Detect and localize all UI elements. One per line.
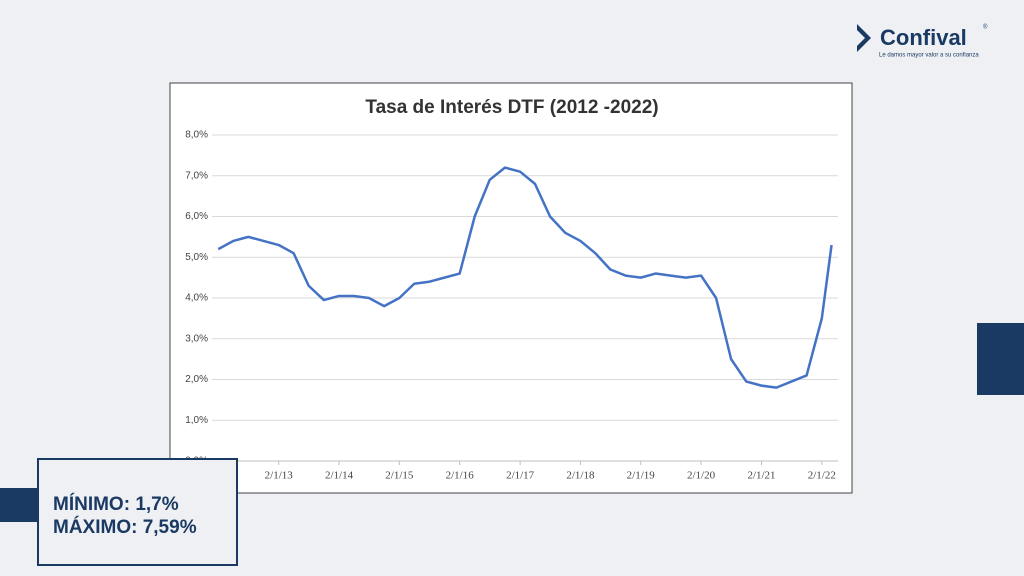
x-tick-label: 2/1/18 xyxy=(566,470,595,482)
x-tick-label: 2/1/14 xyxy=(325,470,354,482)
summary-box xyxy=(37,458,238,566)
logo-tagline: Le damos mayor valor a su confianza xyxy=(879,53,979,59)
plot: 0,0%1,0%2,0%3,0%4,0%5,0%6,0%7,0%8,0%2/1/… xyxy=(185,130,838,482)
y-tick-label: 2,0% xyxy=(185,374,208,385)
chart-frame xyxy=(169,82,853,494)
y-tick-label: 7,0% xyxy=(185,170,208,181)
summary-min: MÍNIMO: 1,7% xyxy=(53,493,179,515)
y-tick-label: 1,0% xyxy=(185,415,208,426)
chart-title: Tasa de Interés DTF (2012 -2022) xyxy=(365,97,658,118)
logo-name: Confival xyxy=(880,25,967,50)
y-tick-label: 6,0% xyxy=(185,211,208,222)
data-line xyxy=(217,166,833,389)
deco-bar xyxy=(0,488,38,522)
x-tick-label: 2/1/22 xyxy=(808,470,836,482)
x-tick-label: 2/1/17 xyxy=(506,470,535,482)
x-tick-label: 2/1/21 xyxy=(747,470,775,482)
logo-icon xyxy=(857,24,871,52)
summary-max: MÁXIMO: 7,59% xyxy=(53,516,197,538)
deco-block xyxy=(977,323,1024,395)
y-tick-label: 5,0% xyxy=(185,252,208,263)
logo-registered: ® xyxy=(983,24,988,31)
x-tick-label: 2/1/13 xyxy=(265,470,294,482)
x-tick-label: 2/1/15 xyxy=(385,470,414,482)
y-tick-label: 3,0% xyxy=(185,333,208,344)
x-tick-label: 2/1/20 xyxy=(687,470,716,482)
x-tick-label: 2/1/16 xyxy=(446,470,475,482)
y-tick-label: 8,0% xyxy=(185,130,208,141)
y-tick-label: 4,0% xyxy=(185,293,208,304)
x-tick-label: 2/1/19 xyxy=(627,470,656,482)
